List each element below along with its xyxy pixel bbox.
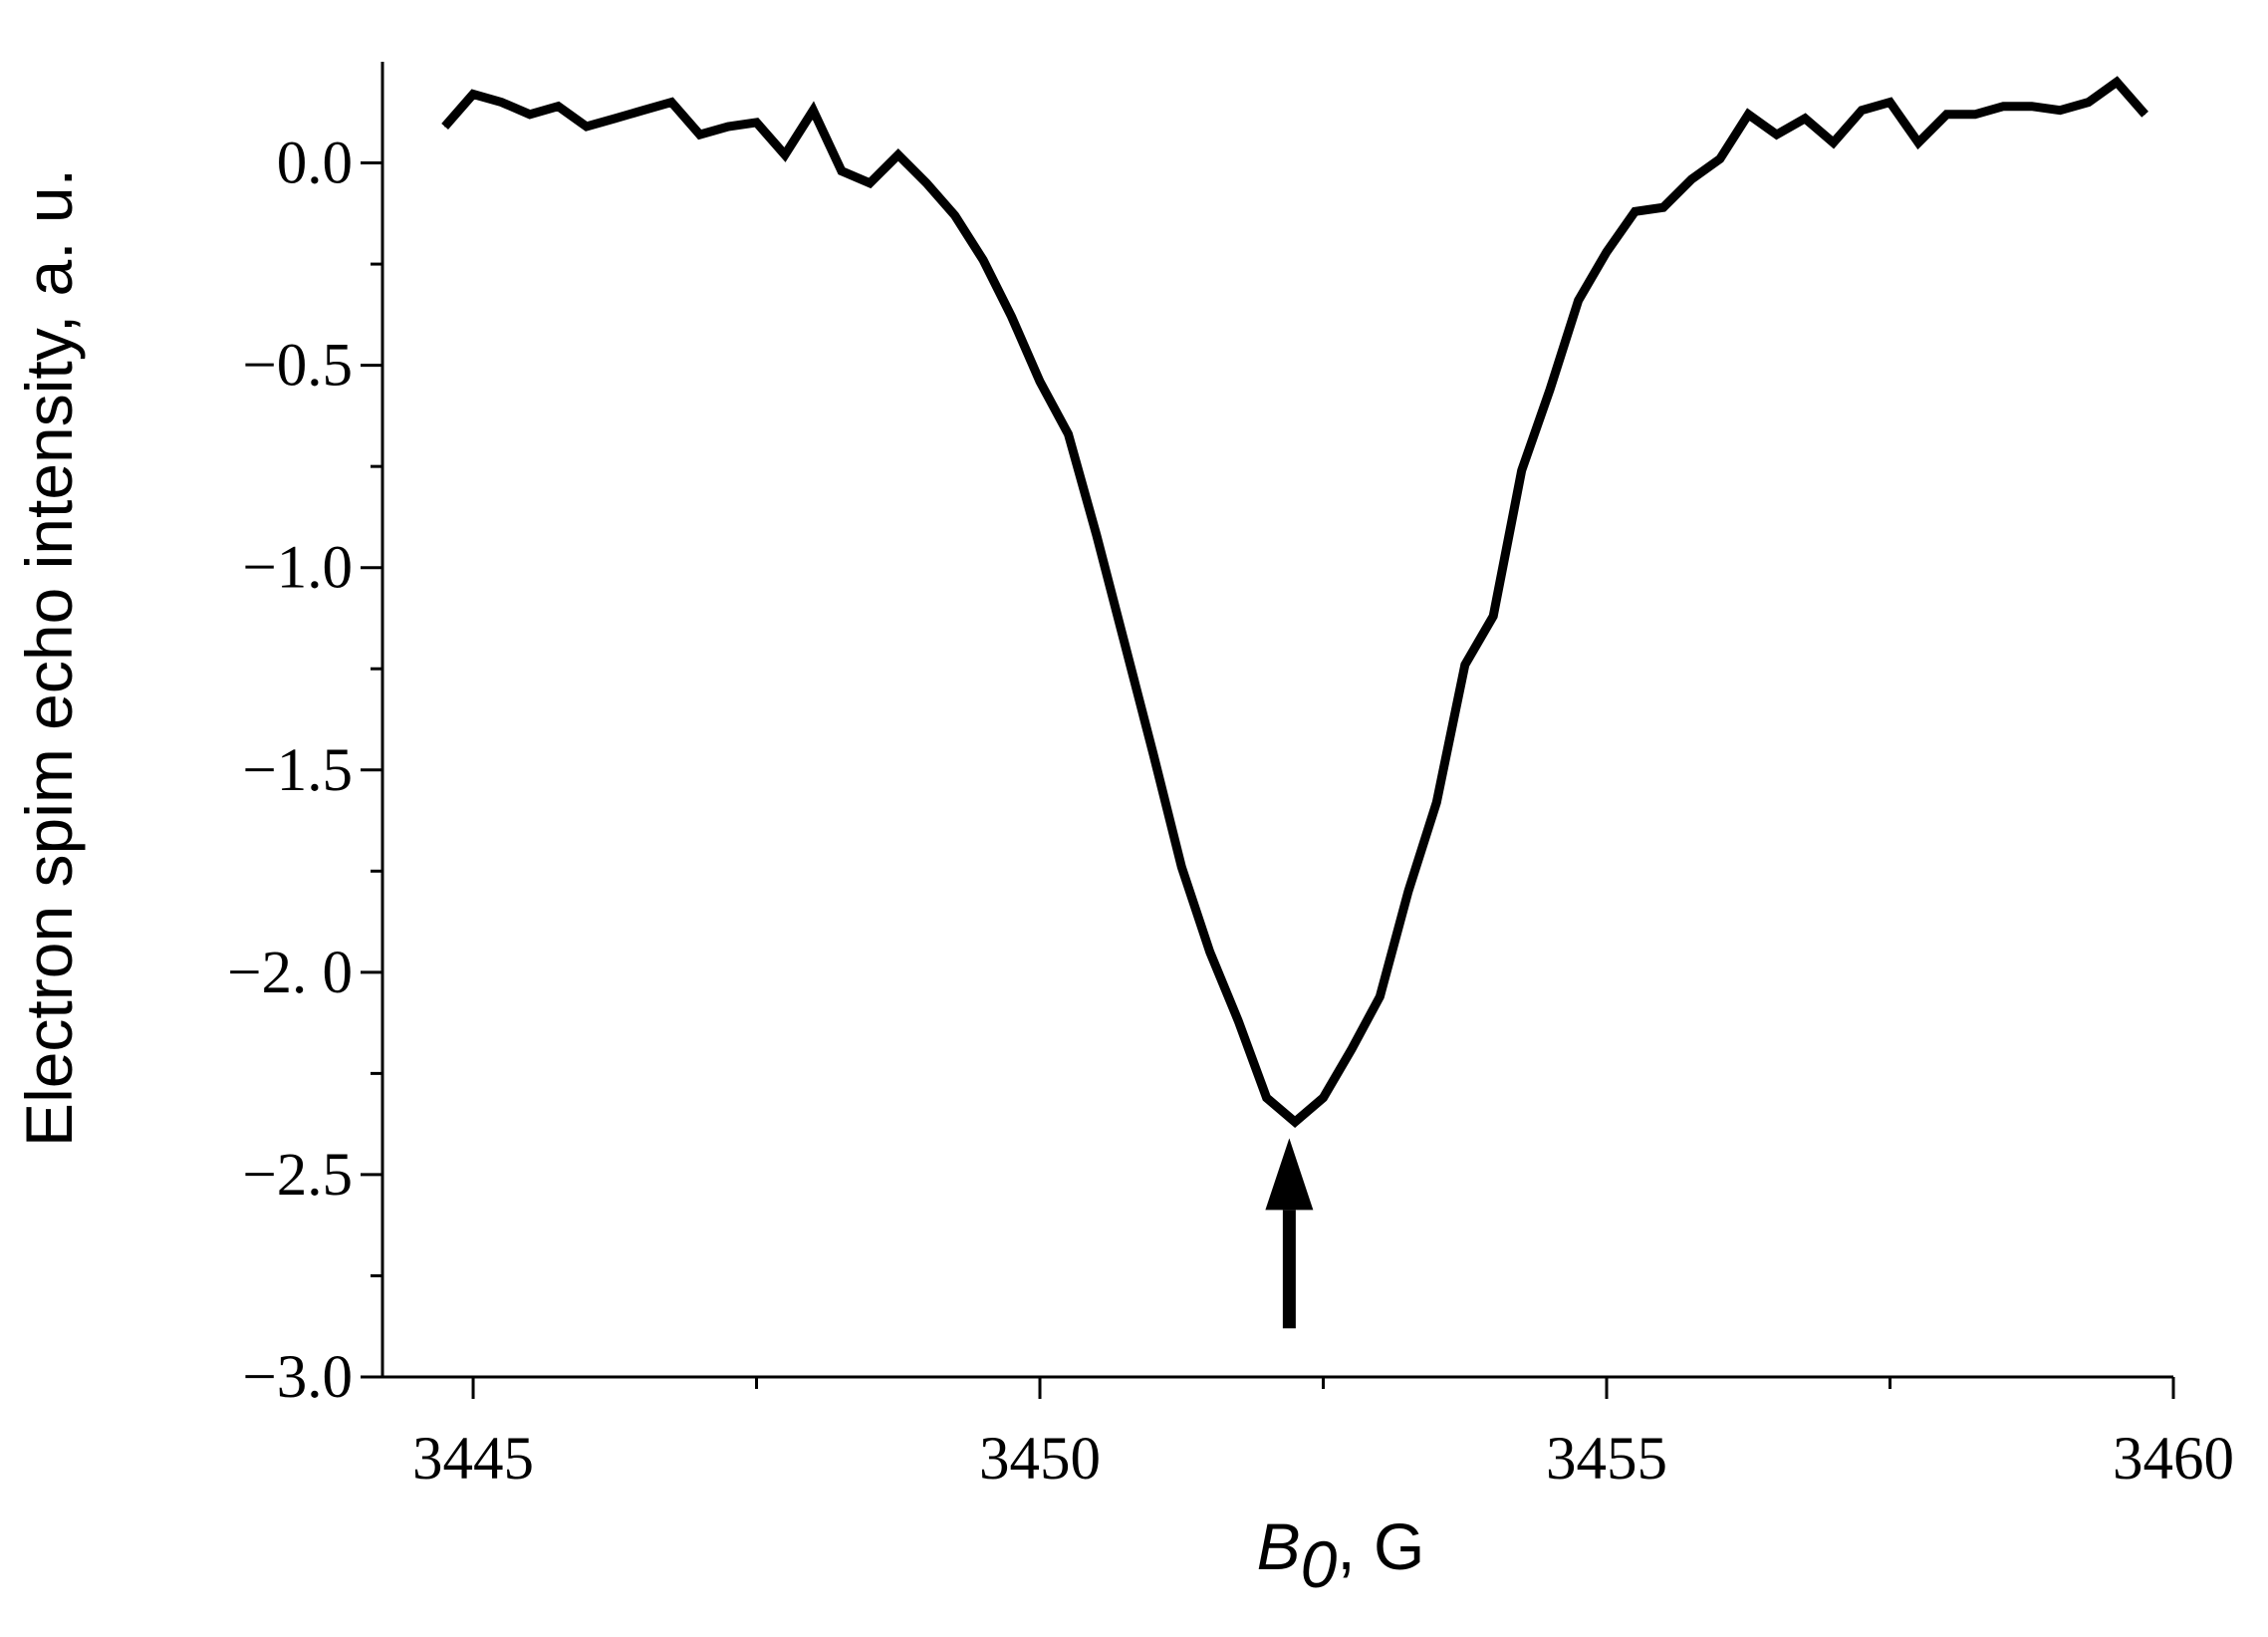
data-point [1917, 141, 1919, 143]
x-tick-label: 3460 [2113, 1426, 2234, 1493]
data-point [1351, 1048, 1353, 1050]
data-point [1209, 952, 1211, 954]
data-point [784, 153, 786, 155]
data-point [500, 102, 502, 104]
data-point [1067, 433, 1069, 435]
data-point [841, 170, 843, 172]
data-point [586, 126, 588, 128]
data-point [727, 126, 729, 128]
data-point [1606, 251, 1608, 253]
data-point [1124, 644, 1126, 646]
data-point [1634, 210, 1636, 212]
x-axis-title-subscript: 0 [1301, 1527, 1338, 1601]
data-point [557, 106, 559, 108]
data-point [1152, 753, 1154, 755]
y-tick-label: −3.0 [242, 1344, 353, 1411]
data-point [1237, 1020, 1239, 1022]
data-points [444, 81, 2146, 1123]
data-point [2031, 106, 2033, 108]
y-tick-label: −1.0 [242, 535, 353, 602]
data-point [1804, 118, 1806, 120]
arrow-head [1265, 1138, 1314, 1211]
x-tick-label: 3445 [412, 1426, 534, 1493]
y-axis-title: Electron spim echo intensity, a. u. [12, 168, 86, 1147]
data-point [2144, 114, 2146, 116]
data-point [2088, 102, 2090, 104]
data-point [1492, 615, 1494, 617]
x-axis-title: B0, G [1257, 1509, 1425, 1601]
data-point [1435, 801, 1437, 803]
y-tick-label: −0.5 [242, 333, 353, 400]
data-point [1464, 664, 1466, 666]
data-point [2059, 110, 2061, 112]
data-point [869, 182, 871, 184]
data-point [1861, 110, 1863, 112]
x-ticks: 3445 3450 3455 3460 [412, 1377, 2234, 1493]
y-tick-label: 0.0 [277, 131, 353, 197]
data-point [897, 153, 899, 155]
data-point [1294, 1121, 1296, 1123]
data-point [1719, 157, 1721, 159]
data-point [1945, 114, 1947, 116]
data-point [954, 214, 956, 216]
data-point [1690, 178, 1692, 180]
data-point [925, 182, 927, 184]
data-point [1776, 134, 1778, 136]
data-point [2002, 106, 2004, 108]
x-axis-title-symbol: B [1257, 1509, 1301, 1583]
data-point [670, 102, 672, 104]
y-ticks: 0.0 −0.5 −1.0 −1.5 −2. 0 −2.5 −3.0 [227, 131, 382, 1411]
data-point [444, 126, 446, 128]
data-point [614, 118, 616, 120]
data-point [642, 110, 644, 112]
data-point [699, 134, 701, 136]
y-tick-label: −1.5 [242, 737, 353, 804]
data-point [1974, 114, 1976, 116]
x-tick-label: 3450 [979, 1426, 1101, 1493]
data-point [1747, 114, 1749, 116]
data-point [1011, 316, 1013, 318]
y-tick-label: −2. 0 [227, 940, 353, 1006]
data-point [1833, 141, 1835, 143]
data-point [1180, 866, 1182, 868]
x-tick-label: 3455 [1546, 1426, 1667, 1493]
y-tick-label: −2.5 [242, 1142, 353, 1209]
axes [380, 62, 2173, 1379]
arrow-annotation [1265, 1138, 1314, 1329]
series-line [441, 76, 2148, 1129]
data-point [1096, 534, 1098, 536]
data-point [756, 122, 758, 124]
data-point [982, 259, 984, 261]
data-point [1323, 1097, 1325, 1099]
data-point [472, 93, 474, 95]
data-point [1662, 206, 1664, 208]
data-point [529, 114, 531, 116]
x-axis-title-unit: , G [1337, 1509, 1424, 1583]
data-point [1407, 891, 1409, 893]
data-point [1521, 469, 1523, 471]
data-point [1578, 300, 1580, 302]
data-point [1266, 1097, 1268, 1099]
data-point [812, 110, 814, 112]
data-point [1039, 381, 1041, 383]
data-point [2116, 81, 2118, 83]
data-point [1549, 389, 1551, 391]
data-point [1379, 995, 1381, 997]
